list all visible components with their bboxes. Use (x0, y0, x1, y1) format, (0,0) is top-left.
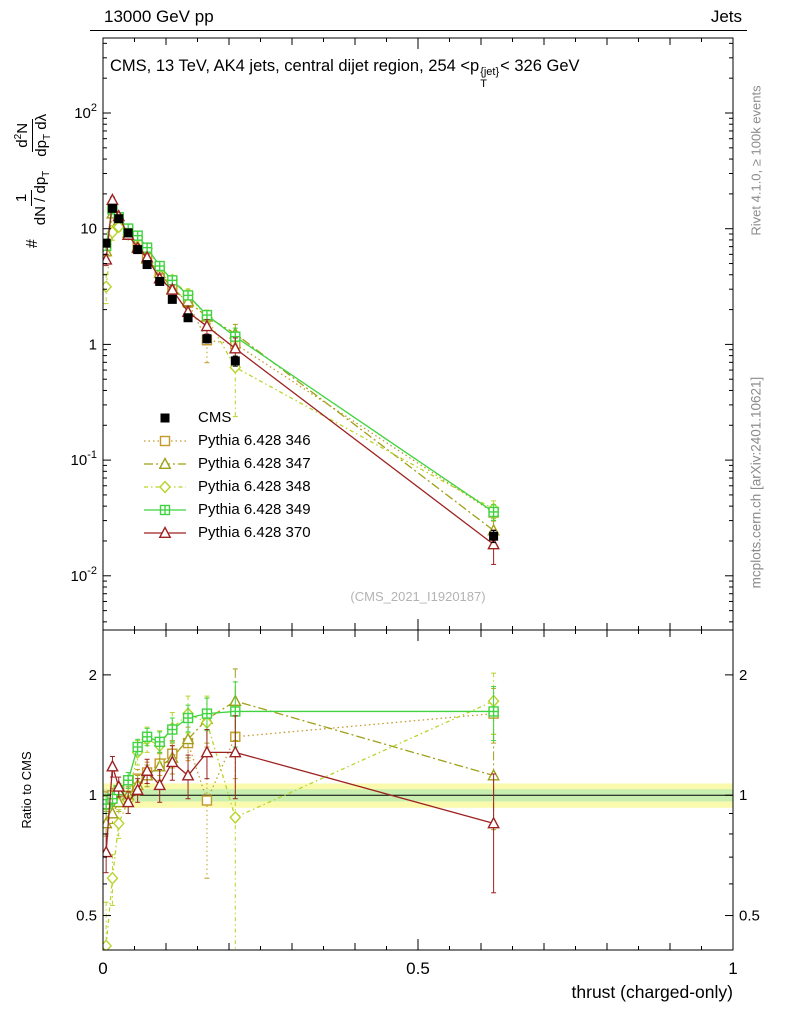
legend-item: Pythia 6.428 349 (142, 498, 311, 521)
plot-title-pre: CMS, 13 TeV, AK4 jets, central dijet reg… (110, 57, 480, 75)
svg-text:0: 0 (98, 959, 107, 978)
svg-text:0.5: 0.5 (406, 959, 430, 978)
x-axis-label: thrust (charged-only) (571, 982, 733, 1002)
ylabel-fraction-1: 1 dN / dpT (13, 169, 53, 227)
svg-text:2: 2 (739, 667, 747, 684)
legend: CMS Pythia 6.428 346 Pythia 6.428 347 Pythi… (142, 406, 311, 544)
legend-marker (144, 504, 186, 515)
legend-marker (144, 525, 186, 538)
legend-marker (144, 435, 186, 446)
svg-text:10-2: 10-2 (71, 565, 97, 585)
svg-text:2: 2 (89, 667, 97, 684)
subscript-T: T (41, 170, 52, 177)
svg-text:1: 1 (89, 787, 97, 804)
pt-jet-subscript: T (480, 77, 487, 90)
plot-title-post: < 326 GeV (500, 57, 580, 75)
fraction2-denominator: dpT dλ (32, 113, 53, 157)
cms-uncertainty-band (103, 783, 733, 808)
mcplots-arxiv-note: mcplots.cern.ch [arXiv:2401.10621] (748, 376, 764, 589)
axis-tick-labels: 0 0.5 1 102 10 1 10-1 10-2 2 2 1 1 0.5 0.5 (71, 102, 760, 978)
fraction2-numerator: d2N (12, 118, 33, 152)
legend-item: Pythia 6.428 370 (142, 521, 311, 544)
svg-text:102: 102 (74, 102, 97, 122)
fraction1-denominator: dN / dpT (32, 170, 52, 226)
main-series-cms (103, 203, 499, 544)
legend-marker (160, 413, 170, 422)
svg-text:0.5: 0.5 (76, 908, 97, 925)
legend-marker (144, 479, 186, 494)
ratio-y-axis-label: Ratio to CMS (19, 751, 34, 829)
header-rule (90, 30, 747, 31)
fraction1-numerator: 1 (13, 189, 32, 207)
ratio-series-348 (103, 672, 500, 950)
legend-label: Pythia 6.428 349 (198, 501, 311, 518)
ratio-panel-frame (102, 629, 734, 951)
legend-item: CMS (142, 406, 311, 429)
pt-jet-superscript: {jet} (480, 66, 500, 78)
main-y-axis-label: # 1 dN / dpT d2N dpT dλ (3, 35, 63, 325)
svg-text:1: 1 (89, 336, 97, 353)
legend-marker (144, 456, 186, 469)
ratio-series-370 (103, 715, 500, 894)
ylabel-fraction-2: d2N dpT dλ (12, 112, 54, 159)
pt-jet-stack: {jet} T (480, 66, 500, 90)
beam-energy-label: 13000 GeV pp (104, 7, 214, 26)
superscript-2: 2 (12, 133, 24, 140)
svg-text:0.5: 0.5 (739, 908, 760, 925)
svg-text:1: 1 (728, 959, 737, 978)
svg-text:10-1: 10-1 (71, 449, 97, 469)
plot-title: CMS, 13 TeV, AK4 jets, central dijet reg… (110, 57, 580, 90)
rivet-version-note: Rivet 4.1.0, ≥ 100k events (748, 85, 764, 236)
legend-item: Pythia 6.428 347 (142, 452, 311, 475)
legend-label: CMS (198, 409, 232, 426)
process-label: Jets (710, 7, 742, 26)
axis-ticks (102, 38, 734, 950)
svg-text:1: 1 (739, 787, 747, 804)
legend-item: Pythia 6.428 348 (142, 475, 311, 498)
svg-text:10: 10 (80, 221, 97, 238)
hash-symbol: # (24, 239, 41, 249)
subscript-T: T (41, 133, 53, 141)
legend-label: Pythia 6.428 346 (198, 432, 311, 449)
legend-item: Pythia 6.428 346 (142, 429, 311, 452)
legend-label: Pythia 6.428 348 (198, 478, 311, 495)
legend-label: Pythia 6.428 370 (198, 524, 311, 541)
legend-label: Pythia 6.428 347 (198, 455, 311, 472)
analysis-id-watermark: (CMS_2021_I1920187) (350, 589, 486, 604)
